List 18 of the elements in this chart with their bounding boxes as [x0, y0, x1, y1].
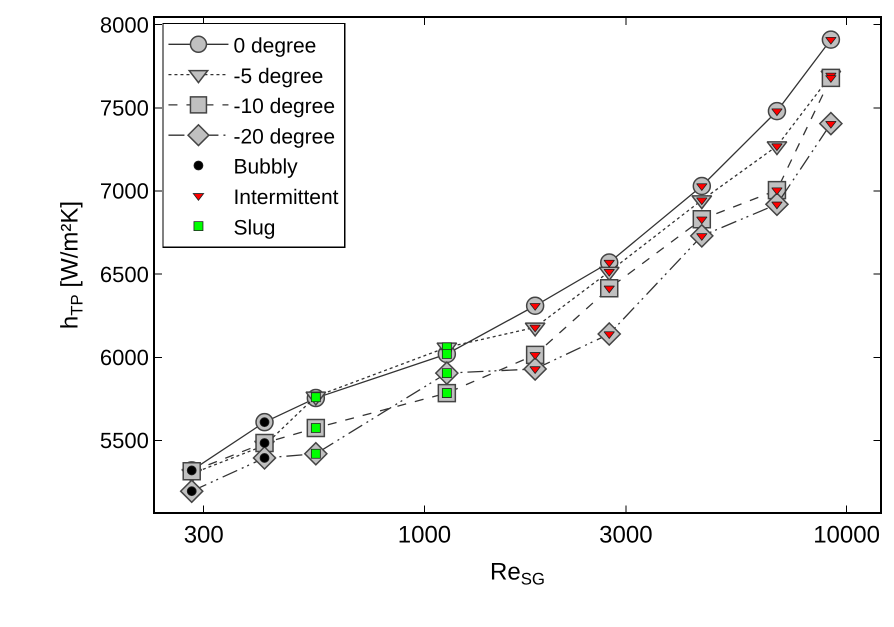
legend-label: Bubbly — [233, 156, 298, 179]
y-tick-label: 7500 — [100, 96, 149, 121]
y-tick-label: 7000 — [100, 178, 149, 204]
legend-label: Slug — [233, 216, 276, 240]
y-tick-label: 8000 — [100, 12, 149, 38]
x-axis-title: Re$_{SG}$ — [490, 558, 545, 588]
legend-label: -20 degree — [233, 125, 336, 148]
x-tick-label: 10000 — [813, 522, 880, 549]
x-tick-label: 300 — [184, 522, 224, 549]
x-tick-label: 1000 — [398, 522, 452, 549]
legend-label: -10 degree — [233, 95, 336, 118]
legend-label: 0 degree — [233, 34, 316, 58]
x-tick-label: 3000 — [599, 522, 653, 549]
legend-label: Intermittent — [233, 186, 339, 209]
y-tick-label: 6000 — [100, 345, 149, 370]
y-tick-label: 5500 — [100, 428, 149, 454]
legend-label: -5 degree — [233, 64, 324, 88]
y-tick-label: 6500 — [100, 262, 149, 287]
